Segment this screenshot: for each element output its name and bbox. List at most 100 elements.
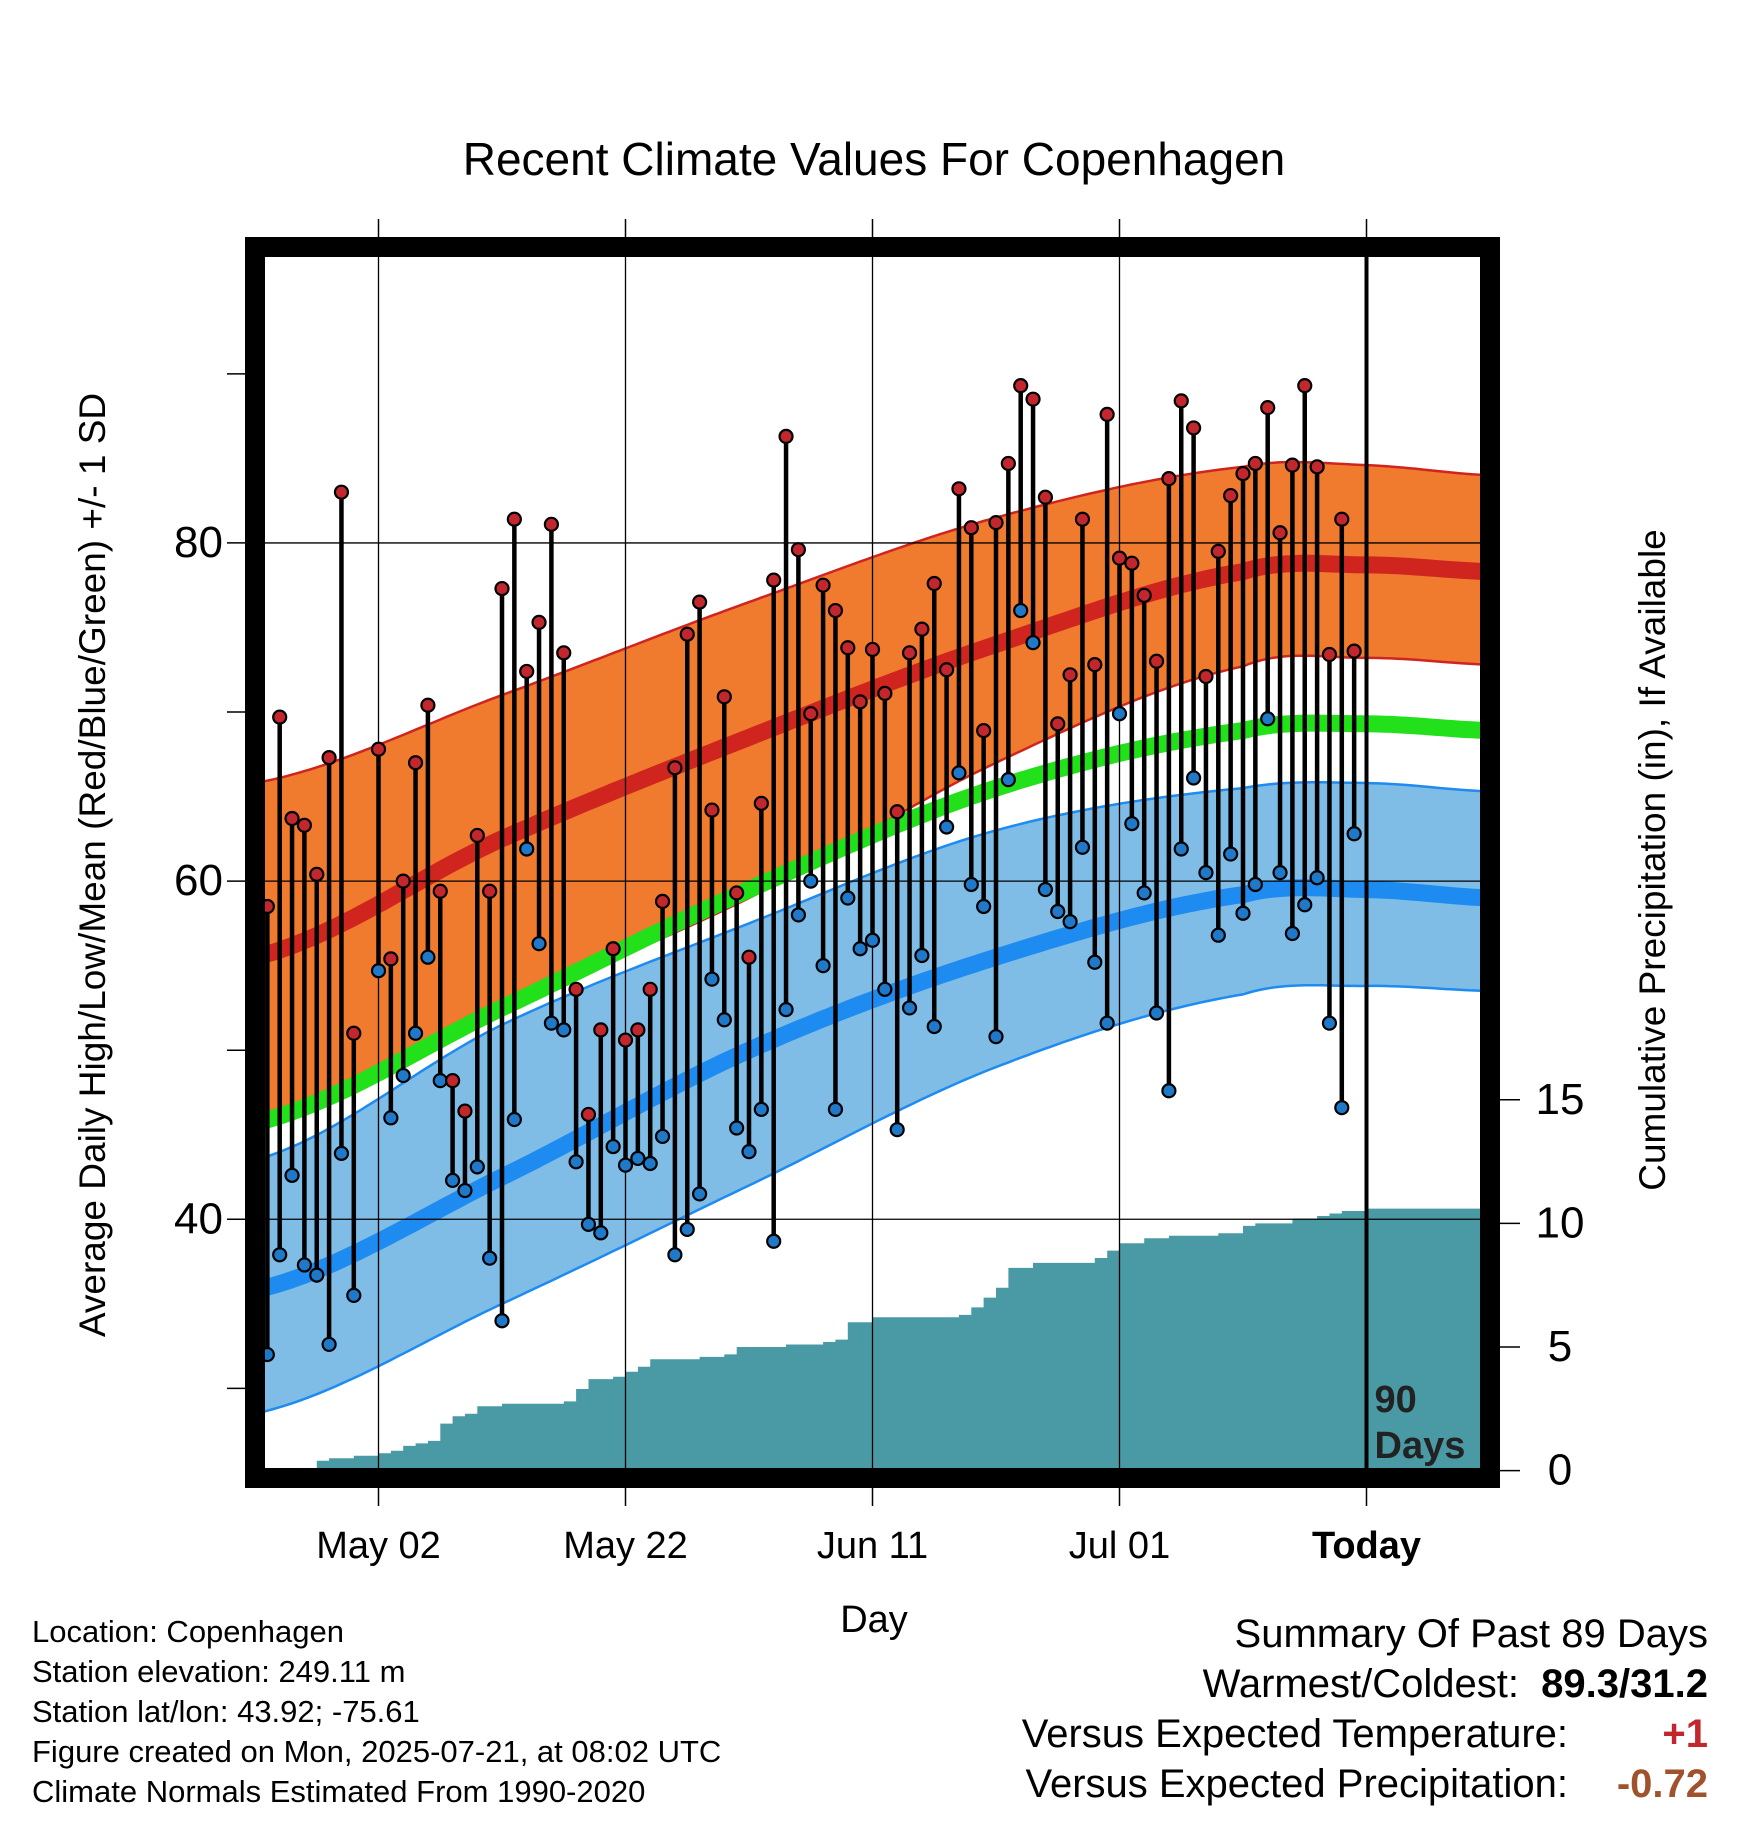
daily-low-point	[938, 819, 955, 835]
daily-high-point	[1223, 487, 1239, 504]
daily-high-point	[766, 572, 782, 588]
y-tick-label-left: 60	[174, 856, 223, 905]
daily-high-point	[1136, 587, 1152, 603]
daily-high-point	[445, 1073, 461, 1089]
daily-high-point	[827, 602, 844, 619]
daily-low-point	[1025, 635, 1041, 651]
daily-low-point	[617, 1157, 634, 1173]
daily-low-point	[1223, 846, 1239, 862]
daily-low-point	[1309, 870, 1325, 886]
daily-low-point	[827, 1101, 844, 1117]
daily-low-point	[1185, 770, 1202, 786]
temp-anomaly-label: Versus Expected Temperature:	[1021, 1712, 1568, 1756]
daily-high-point	[1297, 378, 1313, 394]
daily-low-point	[951, 765, 967, 781]
daily-low-point	[494, 1313, 510, 1329]
daily-high-point	[482, 883, 498, 899]
daily-low-point	[864, 932, 881, 948]
plot-area	[255, 247, 1490, 1478]
daily-high-point	[1284, 457, 1301, 473]
daily-high-point	[1124, 555, 1140, 571]
daily-low-point	[395, 1067, 411, 1084]
daily-low-point	[667, 1247, 683, 1263]
y-tick-label-left: 40	[174, 1194, 223, 1243]
daily-high-point	[1000, 455, 1016, 472]
daily-low-point	[1087, 954, 1103, 970]
daily-low-point	[469, 1159, 485, 1175]
daily-low-point	[1161, 1083, 1177, 1099]
daily-low-point	[1321, 1015, 1338, 1031]
y-axis-label-right: Cumulative Precipitation (in), If Availa…	[1632, 529, 1673, 1191]
daily-high-point	[370, 741, 387, 757]
daily-high-point	[1198, 668, 1214, 685]
daily-high-point	[543, 516, 560, 532]
daily-low-point	[1013, 602, 1029, 619]
latlon-text: Station lat/lon: 43.92; -75.61	[32, 1694, 420, 1729]
daily-high-point	[753, 795, 769, 811]
daily-low-point	[766, 1233, 782, 1249]
daily-low-point	[556, 1022, 572, 1038]
daily-low-point	[1284, 925, 1301, 942]
y-tick-label-right: 5	[1548, 1322, 1572, 1371]
daily-high-point	[1087, 657, 1103, 673]
daily-low-point	[1148, 1005, 1165, 1021]
daily-high-point	[914, 621, 930, 637]
daily-low-point	[877, 981, 893, 997]
daily-low-point	[840, 890, 856, 906]
y-tick-label-left: 80	[174, 518, 223, 567]
daily-low-point	[519, 841, 535, 857]
daily-high-point	[716, 689, 732, 705]
daily-low-point	[506, 1111, 522, 1128]
daily-high-point	[333, 484, 350, 500]
daily-low-point	[580, 1216, 597, 1232]
daily-low-point	[691, 1186, 708, 1202]
daily-low-point	[321, 1336, 337, 1353]
daily-low-point	[1136, 885, 1152, 901]
daily-high-point	[679, 626, 695, 642]
daily-high-point	[1037, 489, 1054, 505]
location-text: Location: Copenhagen	[32, 1614, 344, 1649]
daily-high-point	[704, 802, 720, 818]
normals-period-text: Climate Normals Estimated From 1990-2020	[32, 1774, 646, 1809]
cumulative-precip-area	[304, 1208, 1490, 1471]
daily-high-point	[1346, 643, 1362, 659]
daily-low-point	[1334, 1100, 1350, 1116]
daily-high-point	[383, 951, 399, 967]
y-axis-label-left: Average Daily High/Low/Mean (Red/Blue/Gr…	[72, 393, 113, 1337]
daily-low-point	[346, 1287, 362, 1303]
daily-low-point	[654, 1128, 671, 1145]
daily-high-point	[667, 760, 683, 776]
daily-low-point	[543, 1015, 560, 1031]
daily-high-point	[790, 542, 807, 558]
daily-high-point	[568, 981, 584, 997]
x-tick-label: May 02	[316, 1525, 441, 1567]
daily-low-point	[1062, 914, 1078, 930]
daily-low-point	[1173, 841, 1189, 857]
daily-high-point	[1161, 471, 1177, 487]
daily-low-point	[988, 1029, 1004, 1045]
daily-high-point	[901, 645, 918, 661]
daily-low-point	[1050, 903, 1066, 920]
daily-high-point	[1173, 393, 1189, 409]
daily-low-point	[716, 1012, 732, 1028]
daily-high-point	[864, 641, 881, 658]
daily-high-point	[469, 827, 485, 844]
daily-high-point	[296, 817, 312, 833]
daily-high-point	[1334, 511, 1350, 527]
daily-low-point	[296, 1257, 312, 1273]
daily-low-point	[741, 1144, 757, 1160]
temp-anomaly-value: +1	[1662, 1712, 1708, 1756]
x-tick-label: Jul 01	[1069, 1525, 1170, 1567]
daily-high-point	[519, 663, 535, 680]
daily-high-point	[938, 662, 955, 678]
daily-high-point	[815, 577, 831, 593]
daily-low-point	[407, 1025, 424, 1041]
daily-low-point	[1297, 897, 1313, 913]
daily-low-point	[432, 1073, 448, 1089]
daily-low-point	[1198, 865, 1214, 881]
daily-high-point	[1148, 653, 1165, 669]
daily-high-point	[741, 949, 757, 965]
daily-high-point	[420, 697, 436, 713]
daily-high-point	[1025, 391, 1041, 407]
daily-high-point	[963, 520, 979, 536]
